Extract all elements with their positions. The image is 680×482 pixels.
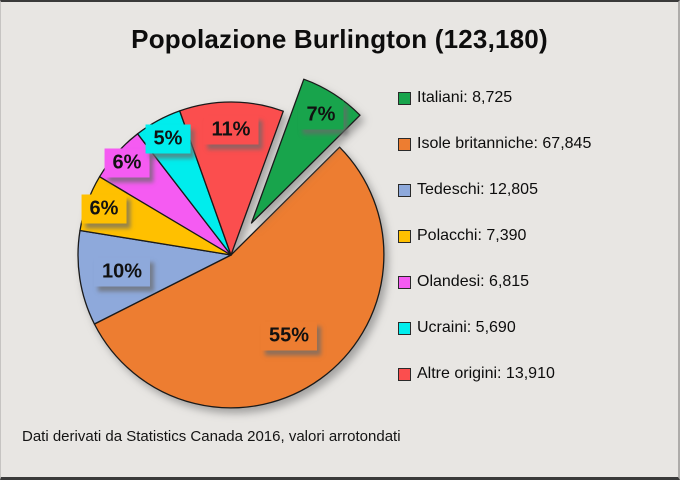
legend-label: Polacchi: 7,390: [417, 227, 527, 244]
legend-item: Italiani: 8,725: [398, 75, 591, 121]
legend: Italiani: 8,725 Isole britanniche: 67,845…: [398, 75, 591, 397]
legend-label: Ucraini: 5,690: [417, 319, 516, 336]
legend-item: Isole britanniche: 67,845: [398, 121, 591, 167]
legend-color-marker: [398, 275, 411, 289]
legend-color-marker: [398, 183, 411, 197]
legend-color-marker: [398, 137, 411, 151]
chart-title: Popolazione Burlington (123,180): [131, 24, 548, 54]
legend-color-marker: [398, 367, 411, 381]
legend-label: Italiani: 8,725: [417, 89, 513, 106]
legend-label: Olandesi: 6,815: [417, 273, 530, 290]
legend-item: Tedeschi: 12,805: [398, 167, 591, 213]
legend-item: Polacchi: 7,390: [398, 213, 591, 259]
source-note: Dati derivati da Statistics Canada 2016,…: [22, 428, 401, 445]
legend-label: Tedeschi: 12,805: [417, 181, 538, 198]
legend-item: Ucraini: 5,690: [398, 305, 591, 351]
legend-color-marker: [398, 321, 411, 335]
legend-label: Altre origini: 13,910: [417, 365, 555, 382]
legend-color-marker: [398, 91, 411, 105]
legend-color-marker: [398, 229, 411, 243]
legend-item: Olandesi: 6,815: [398, 259, 591, 305]
legend-label: Isole britanniche: 67,845: [417, 135, 592, 152]
legend-item: Altre origini: 13,910: [398, 351, 591, 397]
pie-slice: [77, 229, 232, 325]
pie-body: [77, 101, 385, 409]
